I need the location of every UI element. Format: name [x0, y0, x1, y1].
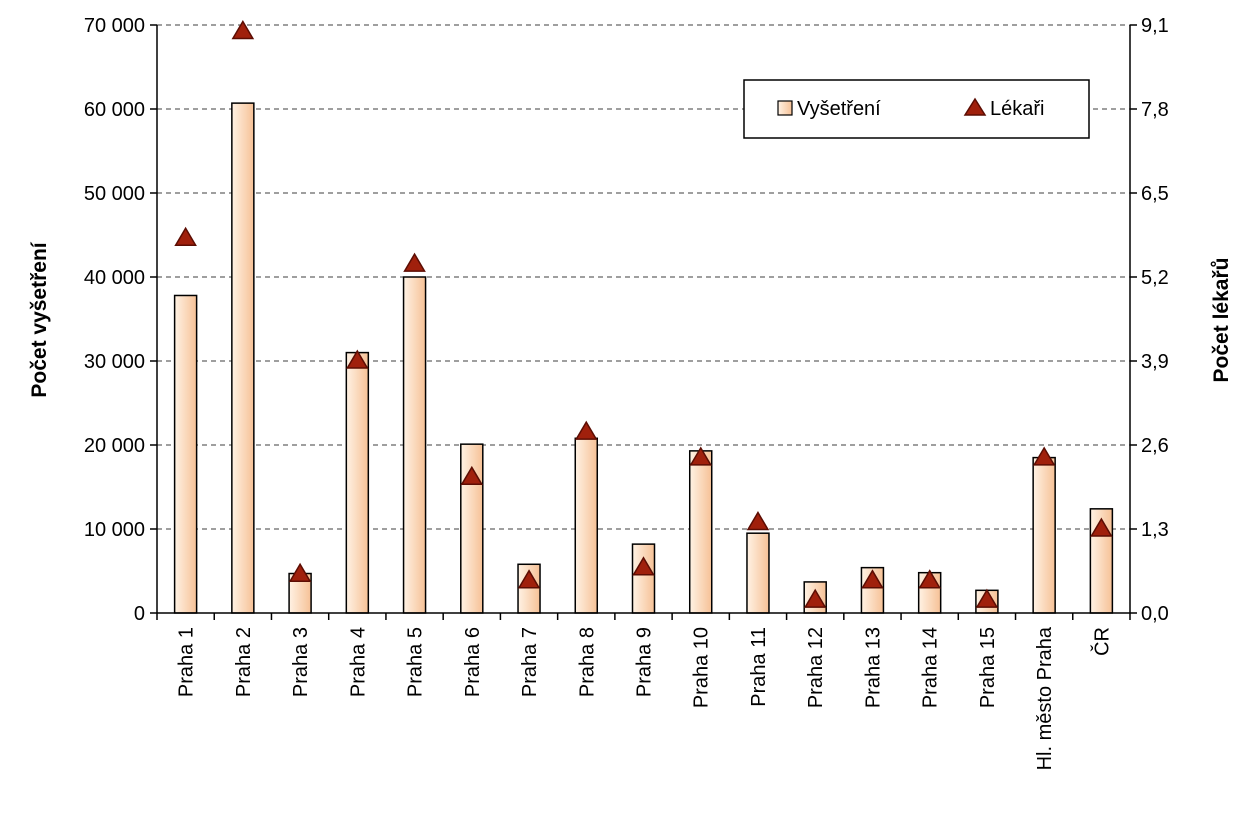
y2-tick-label: 2,6: [1141, 435, 1169, 457]
y-tick-label: 70 000: [84, 15, 145, 37]
y-tick-label: 0: [134, 603, 145, 625]
legend: Vyšetření Lékaři: [743, 79, 1090, 139]
legend-bar-label: Vyšetření: [797, 98, 881, 120]
legend-triangle-icon: [963, 97, 987, 116]
x-tick-label: Praha 1: [176, 627, 198, 697]
bar: [688, 450, 713, 614]
y2-tick-label: 3,9: [1141, 351, 1169, 373]
y-tick-label: 40 000: [84, 267, 145, 289]
marker-triangle: [346, 349, 369, 369]
marker-triangle: [517, 569, 541, 589]
y-tick-label: 20 000: [84, 435, 145, 457]
marker-triangle: [174, 226, 197, 246]
y-tick-label: 60 000: [84, 99, 145, 121]
x-tick-label: Praha 9: [634, 627, 656, 697]
x-tick-label: Praha 7: [519, 627, 541, 697]
bar: [231, 102, 255, 614]
y2-tick-label: 6,5: [1141, 183, 1169, 205]
bar: [574, 437, 599, 614]
marker-triangle: [231, 19, 255, 40]
x-tick-label: Praha 3: [290, 627, 312, 697]
marker-triangle: [746, 511, 770, 531]
x-tick-label: ČR: [1090, 627, 1113, 656]
marker-triangle: [632, 556, 655, 576]
x-tick-label: Praha 13: [862, 627, 884, 708]
bar: [1032, 456, 1056, 614]
marker-triangle: [975, 588, 999, 608]
axes: [150, 24, 1137, 620]
x-tick-label: Praha 4: [347, 627, 369, 697]
y2-tick-label: 9,1: [1141, 15, 1169, 37]
y2-tick-label: 0,0: [1141, 603, 1169, 625]
gridlines: [157, 24, 1130, 530]
x-tick-label: Praha 2: [233, 627, 255, 697]
marker-triangle: [1032, 446, 1056, 466]
y2-axis-title: Počet lékařů: [1210, 258, 1233, 383]
x-tick-label: Hl. město Praha: [1034, 626, 1056, 770]
y2-tick-label: 1,3: [1141, 519, 1169, 541]
x-tick-label: Praha 15: [977, 627, 999, 708]
marker-triangle: [288, 562, 312, 582]
x-tick-label: Praha 14: [920, 627, 942, 708]
marker-triangle: [1090, 517, 1113, 537]
legend-marker-label: Lékaři: [990, 98, 1044, 120]
bar: [631, 543, 656, 614]
y-axis-title: Počet vyšetření: [28, 241, 51, 397]
bar: [402, 276, 427, 614]
x-tick-label: Praha 11: [748, 627, 770, 707]
y2-tick-label: 5,2: [1141, 267, 1169, 289]
marker-triangle: [460, 465, 484, 486]
x-tick-label: Praha 10: [691, 627, 713, 708]
x-tick-label: Praha 12: [805, 627, 827, 708]
y-tick-label: 10 000: [84, 519, 145, 541]
x-tick-label: Praha 8: [576, 627, 598, 697]
marker-series: [174, 19, 1113, 608]
bar: [345, 351, 370, 614]
legend-bar-swatch-icon: [777, 100, 793, 116]
marker-triangle: [861, 569, 884, 589]
bar: [173, 294, 198, 614]
bar-series: [173, 102, 1114, 614]
marker-triangle: [403, 252, 426, 272]
marker-triangle: [689, 446, 713, 466]
y2-tick-label: 7,8: [1141, 99, 1169, 121]
bar: [746, 532, 770, 614]
y-tick-label: 50 000: [84, 183, 145, 205]
legend-box: [743, 79, 1090, 139]
x-tick-label: Praha 6: [462, 627, 484, 697]
x-tick-label: Praha 5: [405, 627, 427, 697]
marker-triangle: [918, 569, 941, 589]
marker-triangle: [803, 588, 827, 608]
y-tick-label: 30 000: [84, 351, 145, 373]
marker-triangle: [574, 420, 598, 440]
tick-labels: 0 0,0 10 000 1,3 20 000 2,6 30 000 3,9 40 000 5,2…: [84, 15, 1169, 770]
